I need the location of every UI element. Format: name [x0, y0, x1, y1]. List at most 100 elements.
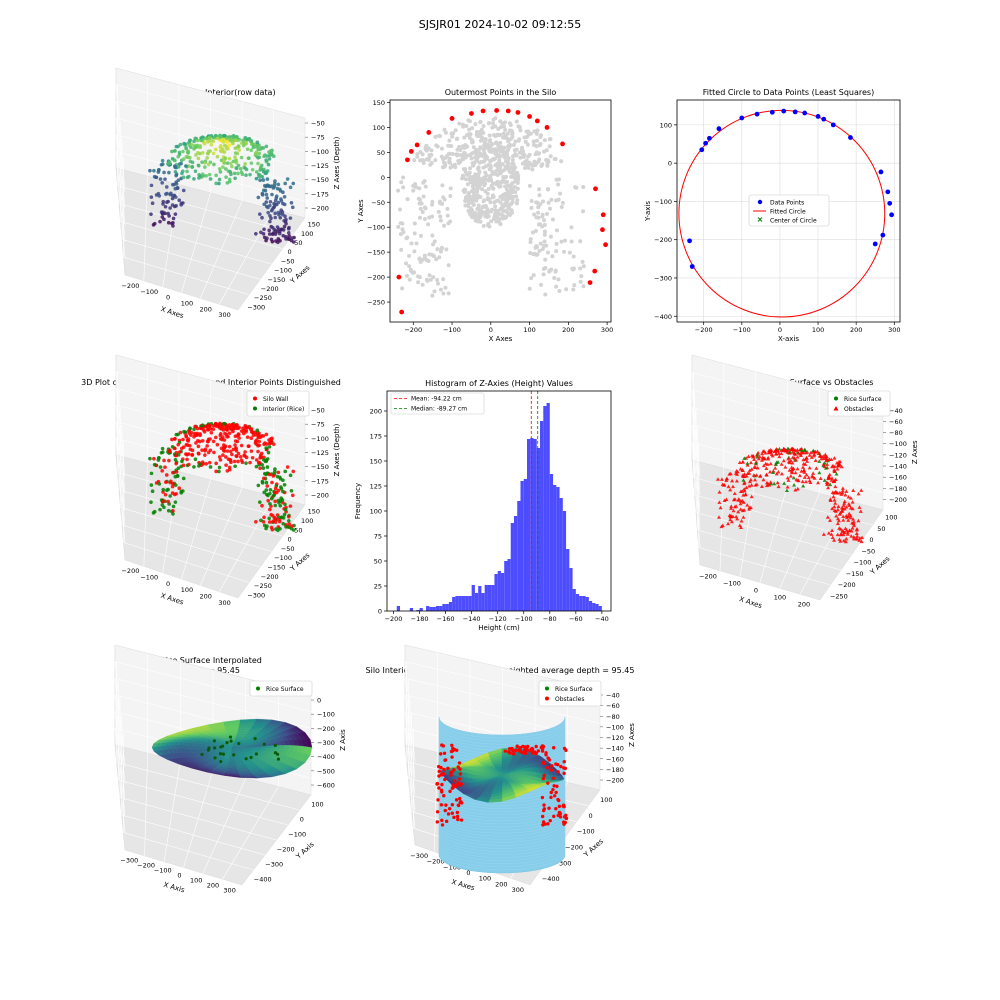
x-tick-label: 200 — [562, 326, 574, 334]
z-tick-label: −40 — [889, 407, 903, 415]
data-point — [259, 146, 264, 150]
obstacle-point — [813, 458, 818, 463]
interior-point — [534, 252, 539, 257]
data-point — [254, 520, 258, 524]
interior-point — [438, 218, 443, 223]
z-tick-label: −160 — [606, 755, 624, 763]
y-tick-label: 125 — [370, 483, 382, 491]
z-tick-label: −140 — [889, 463, 907, 471]
obstacle-point — [551, 787, 555, 792]
outermost-point — [480, 108, 486, 114]
data-point — [166, 499, 170, 504]
obstacle-point — [824, 480, 829, 485]
data-point — [236, 451, 241, 456]
floor-gridline — [222, 786, 279, 880]
interior-point — [580, 259, 585, 264]
obstacle-point — [549, 768, 554, 772]
obstacle-point — [715, 477, 720, 481]
obstacle-point — [536, 749, 541, 753]
data-point — [278, 526, 282, 531]
data-point — [188, 426, 192, 431]
data-point — [261, 457, 266, 462]
data-point — [258, 466, 262, 471]
obstacle-point — [791, 466, 796, 471]
data-point — [212, 162, 216, 167]
obstacle-point — [832, 538, 837, 542]
data-point — [237, 148, 241, 152]
interior-point — [553, 269, 558, 274]
interior-point — [534, 144, 539, 149]
interior-point — [462, 187, 467, 192]
interior-point — [502, 155, 507, 160]
x-tick-label: 200 — [850, 326, 862, 334]
data-point — [261, 231, 266, 236]
interior-point — [422, 179, 427, 184]
data-point — [171, 193, 175, 198]
interior-point — [498, 222, 503, 227]
obstacle-point — [439, 752, 443, 756]
data-point — [821, 116, 827, 122]
data-point — [209, 139, 213, 143]
interior-point — [468, 152, 473, 157]
data-point — [243, 454, 247, 458]
data-point — [171, 216, 176, 221]
data-point — [174, 182, 179, 186]
interior-point — [405, 197, 410, 202]
obstacle-point — [745, 463, 750, 467]
obstacle-point — [547, 758, 552, 762]
data-point — [215, 154, 220, 159]
data-point — [255, 140, 260, 145]
x-tick-label: −100 — [723, 580, 741, 588]
obstacle-point — [795, 466, 800, 471]
legend-label: Data Points — [770, 200, 804, 207]
interior-point — [545, 250, 550, 255]
data-point — [218, 433, 223, 438]
data-point — [182, 141, 186, 146]
z-tick-label: −200 — [311, 492, 329, 500]
interior-point — [485, 156, 490, 161]
data-point — [202, 142, 207, 146]
y-tick-label: −50 — [861, 547, 875, 555]
interior-point — [556, 182, 561, 187]
interior-point — [530, 230, 535, 235]
interior-point — [478, 180, 483, 185]
obstacle-point — [559, 764, 563, 769]
obstacle-point — [825, 462, 830, 466]
interior-point — [516, 138, 521, 143]
obstacle-point — [846, 514, 851, 518]
interior-point — [479, 127, 484, 132]
obstacle-point — [786, 456, 791, 461]
data-point — [256, 443, 260, 448]
interior-point — [486, 146, 491, 151]
obstacle-point — [544, 751, 548, 755]
interior-point — [509, 208, 514, 213]
x-tick-label: 100 — [812, 326, 824, 334]
data-point — [288, 504, 293, 508]
data-point — [241, 431, 246, 436]
data-point — [148, 456, 152, 461]
obstacle-point — [779, 471, 784, 476]
data-point — [253, 145, 258, 149]
data-point — [261, 178, 266, 182]
interior-point — [514, 194, 519, 199]
data-point — [290, 493, 295, 498]
interior-point — [501, 168, 506, 173]
obstacle-point — [452, 779, 457, 783]
rice-surface-point — [218, 752, 223, 756]
floor-gridline — [218, 209, 274, 305]
data-point — [223, 156, 228, 161]
obstacle-point — [442, 751, 447, 755]
interior-point — [455, 136, 460, 141]
interior-point — [470, 161, 475, 166]
obstacle-point — [850, 500, 855, 504]
cylinder-ring — [438, 815, 566, 834]
z-tick-label: −50 — [311, 120, 325, 128]
outermost-point — [527, 114, 532, 119]
y-tick-label: 50 — [294, 526, 302, 534]
y-tick-label: −300 — [265, 861, 283, 869]
z-tick-label: −400 — [317, 753, 335, 761]
data-point — [259, 230, 263, 235]
histogram-bar — [478, 586, 482, 611]
cylinder-ring — [438, 842, 566, 861]
obstacle-point — [718, 505, 723, 510]
